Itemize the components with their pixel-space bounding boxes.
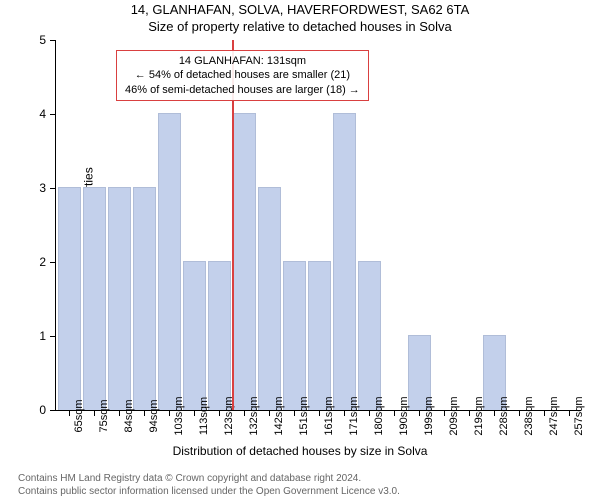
- x-tick-label: 132sqm: [248, 396, 260, 435]
- x-tick-label: 161sqm: [323, 396, 335, 435]
- y-tick: [50, 40, 56, 41]
- y-tick-label: 1: [39, 329, 46, 343]
- histogram-bar: [58, 187, 81, 410]
- footer-attribution: Contains HM Land Registry data © Crown c…: [18, 473, 400, 498]
- y-tick-label: 5: [39, 33, 46, 47]
- x-tick: [469, 410, 470, 416]
- x-tick-label: 228sqm: [498, 396, 510, 435]
- x-tick-label: 113sqm: [198, 397, 210, 435]
- histogram-bar: [358, 261, 381, 410]
- x-tick-label: 94sqm: [148, 399, 160, 432]
- x-tick: [444, 410, 445, 416]
- x-tick-label: 257sqm: [573, 396, 585, 435]
- x-tick: [219, 410, 220, 416]
- x-tick: [144, 410, 145, 416]
- x-tick: [69, 410, 70, 416]
- histogram-bar: [183, 261, 206, 410]
- x-tick: [344, 410, 345, 416]
- y-tick-label: 3: [39, 181, 46, 195]
- footer-line2: Contains public sector information licen…: [18, 486, 400, 499]
- x-tick-label: 180sqm: [373, 396, 385, 435]
- x-tick-label: 65sqm: [73, 399, 85, 432]
- y-tick: [50, 188, 56, 189]
- x-tick: [244, 410, 245, 416]
- annotation-line2: ← 54% of detached houses are smaller (21…: [125, 68, 360, 82]
- x-tick: [569, 410, 570, 416]
- x-tick-label: 247sqm: [548, 396, 560, 435]
- y-tick: [50, 336, 56, 337]
- x-tick: [194, 410, 195, 416]
- x-tick: [544, 410, 545, 416]
- histogram-bar: [83, 187, 106, 410]
- x-tick-label: 199sqm: [423, 396, 435, 435]
- chart-container: 14, GLANHAFAN, SOLVA, HAVERFORDWEST, SA6…: [0, 0, 600, 500]
- plot-area: 01234565sqm75sqm84sqm94sqm103sqm113sqm12…: [55, 40, 581, 411]
- x-tick-label: 171sqm: [348, 396, 360, 435]
- y-tick: [50, 262, 56, 263]
- histogram-bar: [258, 187, 281, 410]
- x-tick: [519, 410, 520, 416]
- annotation-line1: 14 GLANHAFAN: 131sqm: [125, 54, 360, 68]
- footer-line1: Contains HM Land Registry data © Crown c…: [18, 473, 400, 486]
- x-tick: [319, 410, 320, 416]
- y-tick-label: 0: [39, 403, 46, 417]
- chart-title-sub: Size of property relative to detached ho…: [0, 19, 600, 34]
- x-tick-label: 209sqm: [448, 396, 460, 435]
- x-tick: [294, 410, 295, 416]
- x-tick: [269, 410, 270, 416]
- histogram-bar: [133, 187, 156, 410]
- histogram-bar: [308, 261, 331, 410]
- x-tick-label: 238sqm: [523, 396, 535, 435]
- x-tick: [369, 410, 370, 416]
- x-tick-label: 84sqm: [123, 399, 135, 432]
- histogram-bar: [208, 261, 231, 410]
- x-tick-label: 75sqm: [98, 399, 110, 432]
- histogram-bar: [233, 113, 256, 410]
- x-tick-label: 190sqm: [398, 396, 410, 435]
- histogram-bar: [283, 261, 306, 410]
- x-axis-label: Distribution of detached houses by size …: [0, 444, 600, 458]
- y-tick: [50, 114, 56, 115]
- x-tick: [494, 410, 495, 416]
- annotation-line3: 46% of semi-detached houses are larger (…: [125, 83, 360, 97]
- annotation-box: 14 GLANHAFAN: 131sqm← 54% of detached ho…: [116, 50, 369, 101]
- y-tick-label: 2: [39, 255, 46, 269]
- x-tick-label: 142sqm: [273, 396, 285, 435]
- x-tick-label: 103sqm: [173, 396, 185, 435]
- histogram-bar: [108, 187, 131, 410]
- y-tick-label: 4: [39, 107, 46, 121]
- x-tick-label: 219sqm: [473, 396, 485, 435]
- histogram-bar: [158, 113, 181, 410]
- histogram-bar: [333, 113, 356, 410]
- x-tick: [419, 410, 420, 416]
- y-tick: [50, 410, 56, 411]
- x-tick: [119, 410, 120, 416]
- x-tick: [94, 410, 95, 416]
- x-tick-label: 151sqm: [298, 396, 310, 435]
- x-tick: [169, 410, 170, 416]
- x-tick: [394, 410, 395, 416]
- chart-title-main: 14, GLANHAFAN, SOLVA, HAVERFORDWEST, SA6…: [0, 2, 600, 17]
